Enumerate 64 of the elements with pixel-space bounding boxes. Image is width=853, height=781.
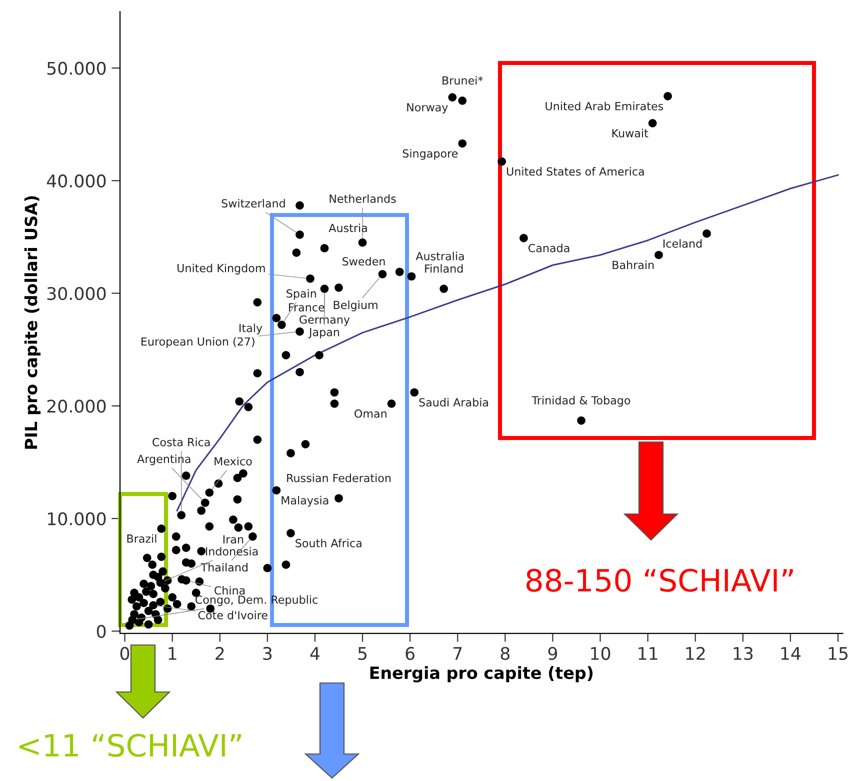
annotation: Trinidad & Tobago [532,396,630,407]
y-tick-label: 10.000 [48,512,106,526]
annotation: Mexico [214,456,252,466]
annotation: Canada [528,244,570,252]
annotation: Singapore [402,149,458,160]
x-tick-label: 7 [454,647,462,660]
x-tick-label: 2 [216,646,224,660]
x-tick-label: 13 [734,646,753,660]
annotation: United Kingdom [178,264,265,274]
y-tick-label: 50.000 [47,62,106,75]
annotation: Bahrain [612,260,654,270]
annotation: Indonesia [206,546,258,556]
annotation: Italy [240,324,262,334]
annotation: Netherlands [330,194,396,203]
x-tick-label: 1 [168,647,176,660]
x-tick-label: 11 [638,647,658,660]
annotation: Finland [425,264,463,273]
x-tick-label: 9 [548,646,558,660]
x-tick-label: 0 [120,646,130,660]
annotation: Saudi Arabia [419,398,488,407]
annotation: Norway [407,103,448,114]
annotation: United Arab Emirates [546,102,664,110]
annotation: France [288,303,324,312]
y-tick-label: 30.000 [47,286,106,300]
y-tick-label: 0 [96,624,106,638]
x-tick-label: 14 [781,647,801,660]
text: <11 “SCHIAVI” [20,734,241,757]
x-tick-label: 4 [310,647,320,660]
annotation: Malaysia [282,496,328,507]
annotation: Belgium [334,300,378,312]
annotation: Brunei* [442,76,483,85]
annotation: United States of America [506,167,644,176]
annotation: Côte d'Ivoire [198,610,268,620]
x-axis-title: Energia pro capite (tep) [370,666,593,682]
annotation: Thailand [200,562,248,572]
annotation: Spain [286,289,316,300]
x-tick-label: 10 [591,646,610,660]
annotation: China [214,586,245,595]
x-tick-label: 3 [263,646,272,660]
annotation: Austria [328,224,367,232]
x-tick-label: 8 [500,646,510,660]
y-axis-title: PIL pro capite (dollari USA) [24,196,41,449]
annotation: Japan [308,328,340,338]
annotation: Sweden [342,256,385,266]
annotation: Iceland [663,239,702,248]
annotation: Iran [223,535,244,544]
annotation: Germany [300,315,350,326]
x-tick-label: 5 [358,647,367,660]
x-tick-label: 6 [406,646,414,660]
annotation: Oman [354,409,386,418]
x-tick-label: 12 [686,646,705,660]
annotation: European Union (27) [142,337,254,348]
annotation: Brazil [127,534,156,543]
x-tick-label: 15 [828,647,848,660]
annotation: Argentina [137,454,190,466]
y-tick-label: 40.000 [46,174,106,188]
y-tick-label: 20.000 [47,400,106,413]
annotation: 88-150 “SCHIAVI” [526,568,793,592]
annotation: Switzerland [222,198,285,208]
annotation: Costa Rica [152,438,210,446]
annotation: South Africa [296,538,362,548]
annotation: Australia [416,252,464,260]
annotation: Russian Federation [287,474,391,482]
annotation: Kuwait [612,128,648,138]
